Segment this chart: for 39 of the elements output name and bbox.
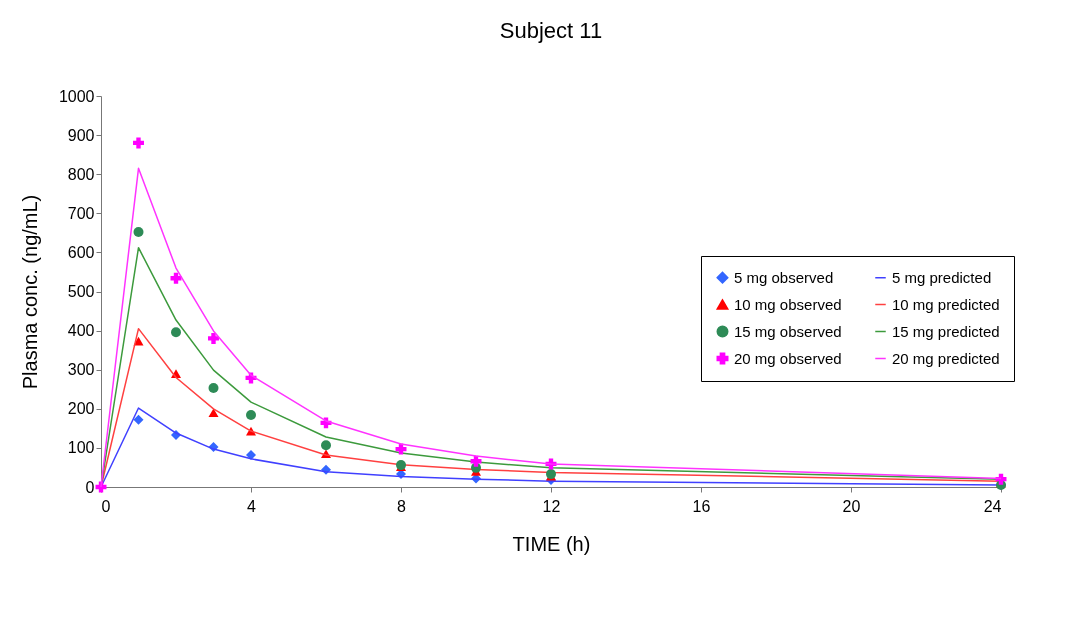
- y-tick-label: 800: [67, 165, 95, 183]
- point: [321, 440, 331, 451]
- point: [171, 327, 181, 338]
- x-tick-label: 4: [247, 497, 257, 515]
- point: [246, 449, 256, 460]
- point: [133, 137, 144, 149]
- y-tick-label: 500: [67, 283, 95, 300]
- legend-label: 15 mg predicted: [892, 322, 1000, 340]
- y-tick-label: 400: [67, 322, 95, 340]
- point: [208, 332, 219, 344]
- point: [246, 410, 256, 421]
- point: [133, 414, 144, 425]
- y-tick-label: 0: [85, 478, 95, 496]
- point: [208, 408, 219, 418]
- x-axis-title: TIME (h): [512, 532, 591, 555]
- legend-label: 20 mg predicted: [892, 349, 1000, 367]
- x-tick-label: 24: [983, 497, 1002, 515]
- y-tick-label: 600: [67, 243, 95, 261]
- legend-label: 10 mg predicted: [892, 295, 1000, 313]
- x-tick-label: 12: [542, 497, 561, 515]
- legend-label: 20 mg observed: [734, 349, 842, 367]
- y-tick-label: 900: [67, 126, 95, 144]
- point: [133, 227, 144, 238]
- legend-label: 5 mg predicted: [892, 268, 992, 286]
- legend-label: 15 mg observed: [734, 322, 842, 340]
- y-tick-label: 300: [67, 361, 95, 379]
- y-tick-label: 700: [67, 204, 95, 222]
- y-tick-label: 100: [67, 439, 95, 457]
- x-tick-label: 16: [692, 497, 711, 515]
- x-tick-label: 0: [101, 497, 111, 515]
- y-tick-label: 1000: [58, 87, 95, 105]
- point: [208, 383, 219, 394]
- legend-label: 10 mg observed: [734, 295, 842, 313]
- chart-title: Subject 11: [499, 18, 603, 43]
- legend-label: 5 mg observed: [734, 268, 834, 286]
- x-tick-label: 20: [842, 497, 861, 515]
- x-tick-label: 8: [397, 497, 407, 515]
- y-tick-label: 200: [67, 400, 95, 418]
- y-axis-title: Plasma conc. (ng/mL): [18, 194, 41, 390]
